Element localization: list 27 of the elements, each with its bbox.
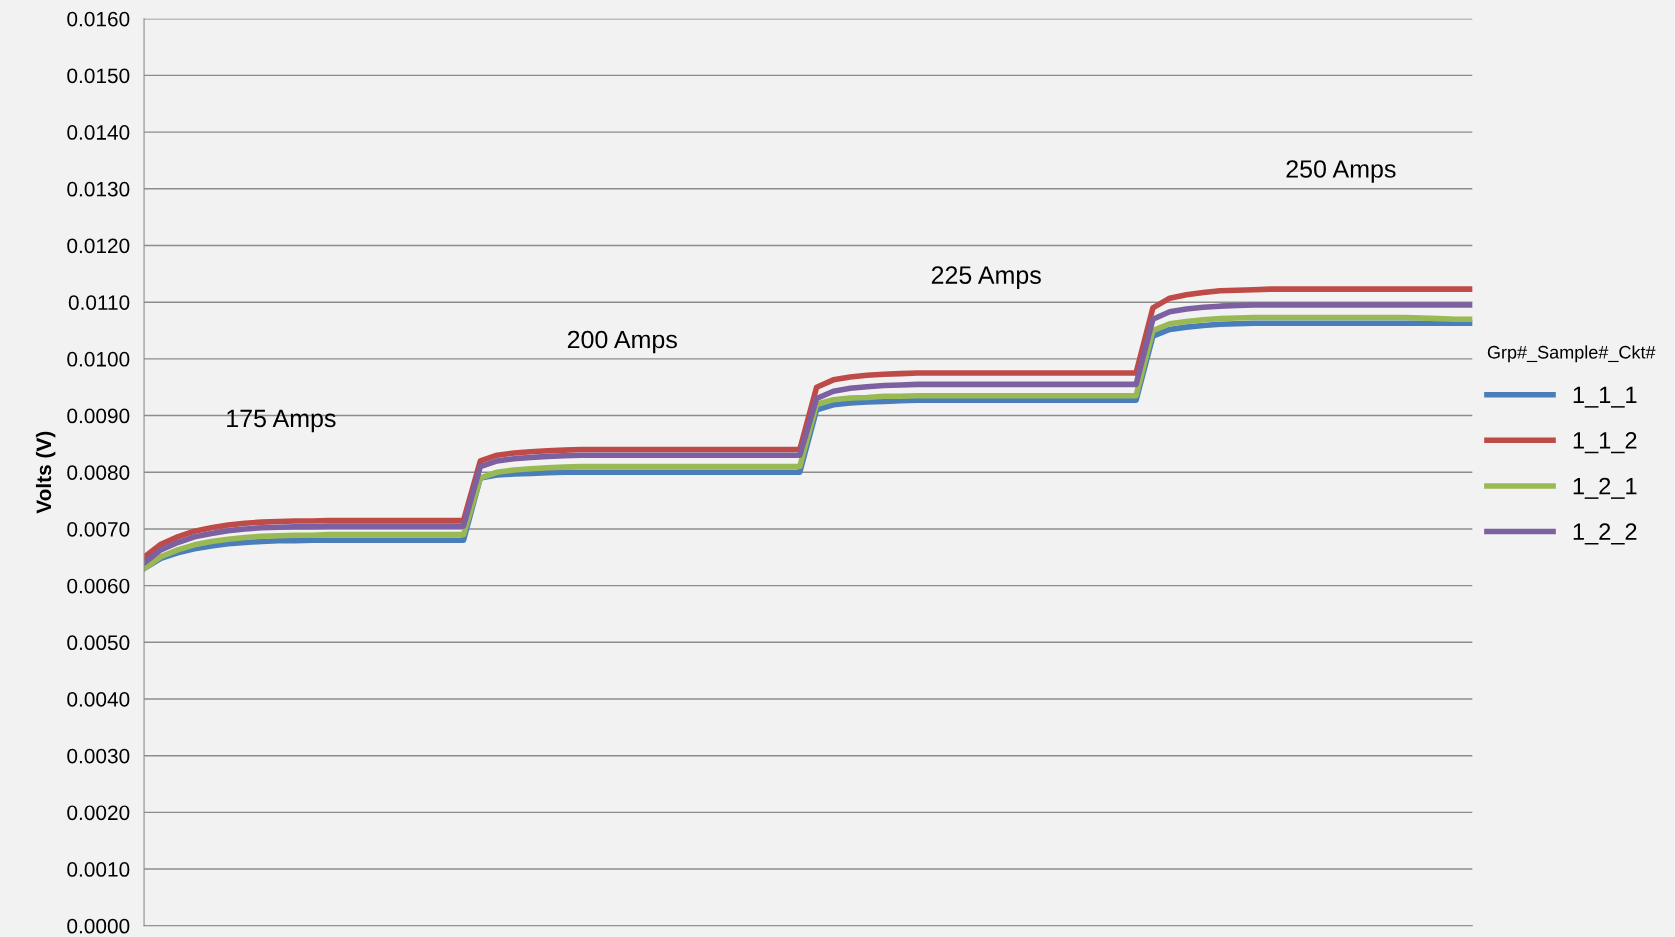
y-tick-label: 0.0140 [67,125,130,140]
y-tick-label: 0.0010 [67,862,130,877]
legend-label: 1_1_1 [1573,386,1637,408]
y-tick-label: 0.0130 [67,181,130,197]
y-tick-label: 0.0080 [67,465,130,480]
legend-title: Grp#_Sample#_Ckt# [1487,345,1656,363]
y-tick-label: 0.0000 [67,918,130,934]
annotation: 225 Amps [931,266,1041,289]
y-axis-title: Volts (V) [35,431,56,514]
y-tick-label: 0.0150 [67,68,130,84]
legend-label: 1_2_2 [1573,523,1637,545]
y-tick-label: 0.0090 [67,408,130,424]
annotation: 250 Amps [1286,160,1396,183]
legend-label: 1_1_2 [1573,432,1637,454]
y-tick-label: 0.0020 [67,805,130,821]
y-tick-label: 0.0070 [67,521,130,537]
y-tick-label: 0.0100 [67,351,130,367]
annotation: 175 Amps [227,409,336,433]
legend-label: 1_2_1 [1573,477,1637,499]
y-tick-label: 0.0110 [68,295,130,310]
y-tick-label: 0.0060 [67,578,130,594]
y-tick-label: 0.0030 [67,748,130,764]
annotation: 200 Amps [567,330,677,354]
y-tick-label: 0.0120 [67,238,130,254]
y-tick-label: 0.0040 [67,692,130,707]
y-tick-label: 0.0050 [67,635,130,651]
y-tick-label: 0.0160 [67,11,130,27]
